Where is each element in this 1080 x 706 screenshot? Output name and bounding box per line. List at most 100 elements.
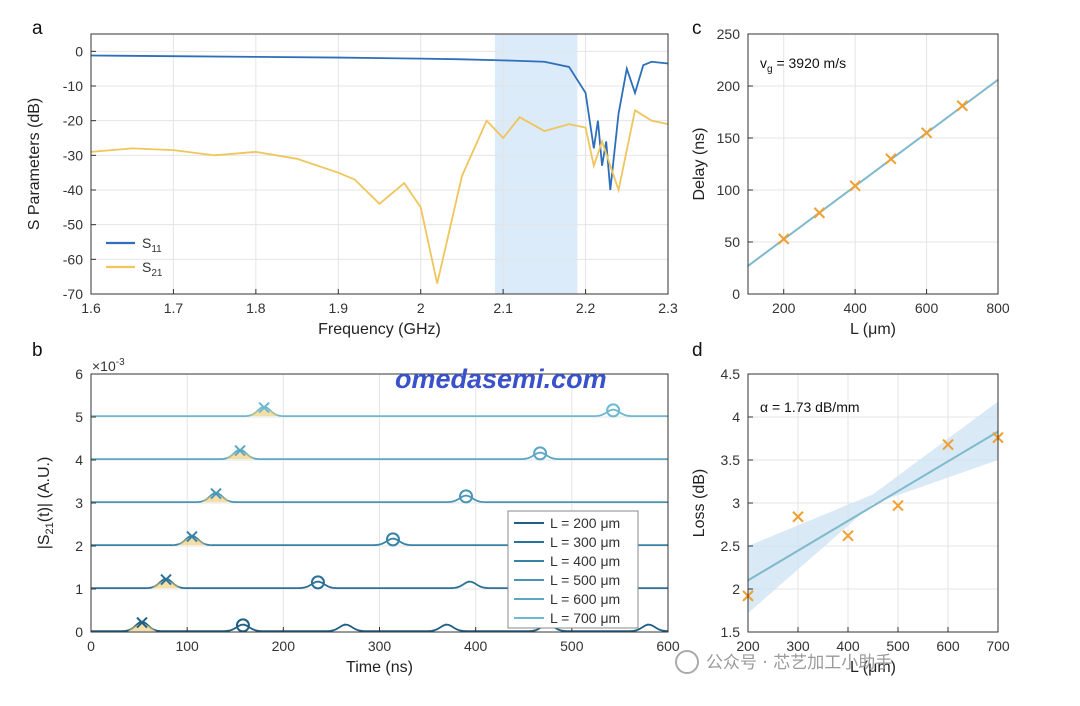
data-point [792,511,804,523]
data-point [778,233,790,245]
tick-label-x: 2.1 [493,300,513,316]
panel-a-legend: S11 S21 [106,235,163,279]
tick-label-y: 5 [75,409,83,425]
wechat-icon [675,650,699,674]
cross-marker [186,530,198,543]
tick-label-y: -10 [63,78,83,94]
panel-d-xlabel: L (μm) [850,659,896,676]
panel-b-ylabel: |S21(t)| (A.U.) [36,457,56,550]
panel-d-ylabel: Loss (dB) [691,469,708,537]
tick-label-x: 400 [843,300,867,316]
panel-b-legend: L = 200 μm L = 300 μm L = 400 μm L = 500 μm… [507,510,639,629]
circle-marker [606,403,621,418]
tick-label-x: 800 [986,300,1010,316]
tick-label-y: 3.5 [721,452,741,468]
tick-label-y: 6 [75,366,83,382]
panel-d-marks [742,401,1004,614]
cross-marker [234,444,246,457]
legend-label: L = 300 μm [550,534,620,550]
peak-fill [202,494,231,503]
tick-label-y: 2 [732,581,740,597]
data-point [849,180,861,192]
panel-a-ylabel: S Parameters (dB) [26,98,43,230]
tick-label-x: 2.3 [658,300,678,316]
tick-label-x: 0 [87,638,95,654]
series-line-s11 [90,54,669,191]
tick-label-y: 4 [75,452,83,468]
panel-c-grid [748,33,999,295]
panel-d-annotation: α = 1.73 dB/mm [760,399,860,415]
fit-line [747,78,999,267]
panel-b-xlabel: Time (ns) [346,659,413,676]
panel-d-loss-plot: 200 300 400 500 600 700 1.5 2 2.5 3 3.5 4 4.5 α = 1.… [691,366,1010,676]
peak-fill [250,408,279,417]
legend-label: L = 500 μm [550,572,620,588]
series-line-s21 [90,108,669,284]
panel-b-ticks: 0 100 200 300 400 500 600 0 1 2 3 4 5 6 [75,366,680,654]
peak-fill [177,537,206,546]
tick-label-y: 0 [75,43,83,59]
cross-marker [136,616,148,629]
tick-label-y: 1 [75,581,83,597]
panel-c-marks [747,78,999,267]
tick-label-y: 4.5 [721,366,741,382]
data-point [813,207,826,219]
peak-fill [152,580,181,589]
tick-label-x: 300 [368,638,392,654]
tick-label-y: 3 [75,495,83,511]
data-point [842,529,854,542]
circle-marker [385,532,400,547]
cross-marker [258,401,270,414]
legend-box [507,510,639,629]
legend-label: L = 400 μm [550,553,620,569]
tick-label-y: 150 [717,130,741,146]
tick-label-y: 50 [724,234,740,250]
tick-label-y: -60 [63,251,83,267]
panel-a-frequency-plot: 1.6 1.7 1.8 1.9 2 2.1 2.2 2.3 0 -10 -20 -30 -40 -50 -6… [26,33,678,338]
peak-fill [226,451,255,460]
tick-label-y: 4 [732,409,740,425]
watermark-wechat-text: 公众号 · 芯艺加工小助手 [706,653,892,673]
tick-label-y: -40 [63,182,83,198]
panel-d-ticks: 200 300 400 500 600 700 1.5 2 2.5 3 3.5 4 4.5 [721,366,1010,654]
panel-a-grid [90,34,669,295]
tick-label-x: 1.6 [81,300,101,316]
tick-label-y: 0 [75,624,83,640]
tick-label-x: 2 [417,300,425,316]
circle-marker [310,575,325,590]
tick-label-x: 500 [560,638,584,654]
legend-s21-label: S21 [142,259,163,279]
circle-marker [235,618,250,633]
tick-label-y: 2.5 [721,538,741,554]
tick-label-x: 1.8 [246,300,266,316]
legend-label: L = 600 μm [550,591,620,607]
panel-b-exponent: ×10-3 [92,357,125,374]
panel-label-a: a [32,18,43,39]
tick-label-x: 200 [272,638,296,654]
panel-label-b: b [32,340,43,361]
fit-line [747,430,999,582]
peak-fill [127,623,156,632]
tick-label-y: 1.5 [721,624,741,640]
tick-label-y: -70 [63,286,83,302]
cross-marker [160,573,172,586]
legend-label: L = 700 μm [550,610,620,626]
tick-label-y: -50 [63,217,83,233]
tick-label-x: 1.9 [329,300,349,316]
tick-label-x: 200 [736,638,760,654]
tick-label-x: 300 [786,638,810,654]
tick-label-x: 1.7 [164,300,184,316]
data-point [920,127,933,139]
panel-b-time-plot: 0 100 200 300 400 500 600 0 1 2 3 4 5 6 ×10-3 Time (n… [36,357,680,676]
data-point [892,499,904,512]
tick-label-y: 2 [75,538,83,554]
panel-c-xlabel: L (μm) [850,321,896,338]
tick-label-y: -30 [63,147,83,163]
panel-label-d: d [692,340,703,361]
tick-label-x: 600 [936,638,960,654]
panel-label-c: c [692,18,702,39]
panel-a-highlight-band [494,34,578,294]
legend-s11-label: S11 [142,235,162,255]
panel-c-annotation: vg = 3920 m/s [760,55,846,75]
